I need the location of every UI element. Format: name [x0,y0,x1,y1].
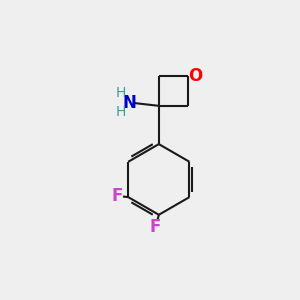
Text: F: F [150,218,161,236]
Text: H: H [116,105,126,119]
Text: F: F [111,187,123,205]
Text: O: O [188,67,202,85]
Text: N: N [122,94,136,112]
Text: H: H [116,86,126,100]
